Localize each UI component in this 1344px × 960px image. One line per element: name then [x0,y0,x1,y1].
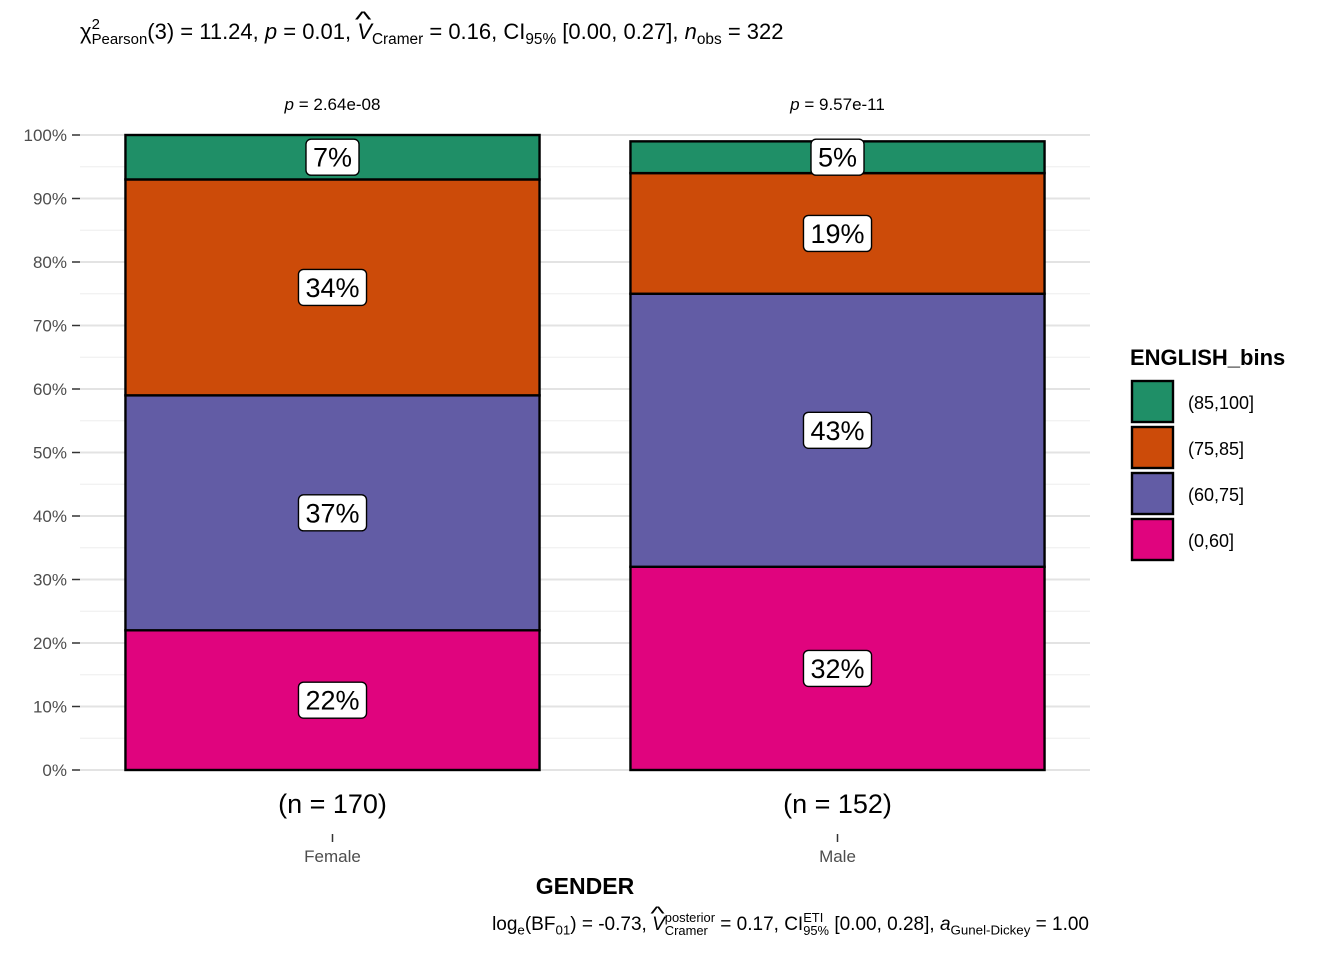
a-value: = 1.00 [1030,913,1089,935]
y-tick-label: 80% [33,253,67,272]
a-subscript: Gunel-Dickey [950,922,1031,938]
chi-value: (3) = 11.24, [147,18,265,44]
bar-pvalue-annotation: p = 9.57e-11 [789,95,885,114]
legend-title: ENGLISH_bins [1130,345,1285,370]
y-tick-label: 0% [42,761,67,780]
a-symbol: a [939,913,951,935]
bf-text: (BF [524,913,556,935]
data-label: 43% [810,416,864,446]
ci-value: [0.00, 0.27], [556,18,685,44]
data-label-box [802,214,873,253]
y-tick-label: 20% [33,634,67,653]
bf-value: ) = -0.73, [570,913,653,935]
x-axis: p = 2.64e-08 (n = 170) Female p = 9.57e-11 (… [278,95,892,899]
p-value: = 0.01, [277,18,358,44]
p-symbol: p [264,18,278,44]
legend-item-label: (75,85] [1188,439,1244,459]
legend-item-label: (0,60] [1188,531,1234,551]
n-subscript: obs [696,31,722,49]
v-value: = 0.16, CI [423,18,526,44]
data-label-box [802,649,873,688]
n-value: = 322 [721,18,784,44]
ci-value: [0.00, 0.28], [829,913,940,935]
percent-labels: 22% 37% 34% 7% 32% 43% 19% 5% [297,138,873,719]
y-axis: 0% 10% 20% 30% 40% 50% 60% 70% 80% 90% 100% [24,126,80,780]
y-tick-label: 40% [33,507,67,526]
data-label: 37% [305,498,359,528]
data-label-box [810,138,865,176]
n-symbol: n [684,18,697,44]
data-label: 7% [313,143,352,173]
v-subscript: Cramer [371,31,424,49]
chi-subscript: Pearson [91,30,148,48]
legend-swatch [1130,379,1175,424]
legend-swatch [1130,471,1175,516]
v-hat-symbol: V [357,19,372,45]
data-label-box [802,411,873,449]
v-value: = 0.17, CI [715,913,804,935]
legend-swatch [1130,517,1175,562]
log-text: log [492,913,518,935]
data-label: 5% [818,143,857,173]
y-tick-label: 70% [33,317,67,336]
legend-item-label: (60,75] [1188,485,1244,505]
y-tick-label: 10% [33,698,67,717]
data-label-box [297,494,368,532]
y-tick-label: 50% [33,444,67,463]
x-tick-label: Male [819,847,856,866]
legend: ENGLISH_bins (85,100] (75,85] (60,75] (0,60] [1130,345,1285,562]
ci-superscript: ETI [803,910,824,925]
data-label: 32% [810,654,864,684]
v-hat-symbol: V [652,914,665,936]
ci-subscript: 95% [803,922,830,938]
data-label: 34% [305,273,359,303]
chi-symbol: χ [80,18,92,44]
y-tick-label: 100% [24,126,67,145]
y-tick-label: 60% [33,380,67,399]
bar-pvalue-annotation: p = 2.64e-08 [284,95,381,114]
bar-count-label: (n = 152) [783,789,892,819]
ci-subscript: 95% [525,31,557,49]
v-subscript: Cramer [664,922,708,938]
x-tick-label: Female [304,847,361,866]
log-base: e [517,922,525,938]
bf-subscript: 01 [555,922,571,938]
bar-count-label: (n = 170) [278,789,387,819]
y-tick-label: 90% [33,190,67,209]
v-superscript: posterior [664,910,715,925]
data-label-box [305,138,360,176]
y-tick-label: 30% [33,571,67,590]
x-axis-title: GENDER [536,873,635,899]
legend-item-label: (85,100] [1188,393,1254,413]
legend-swatch [1130,425,1175,470]
data-label-box [297,681,368,719]
data-label: 22% [305,686,359,716]
data-label-box [297,268,368,307]
data-label: 19% [810,219,864,249]
